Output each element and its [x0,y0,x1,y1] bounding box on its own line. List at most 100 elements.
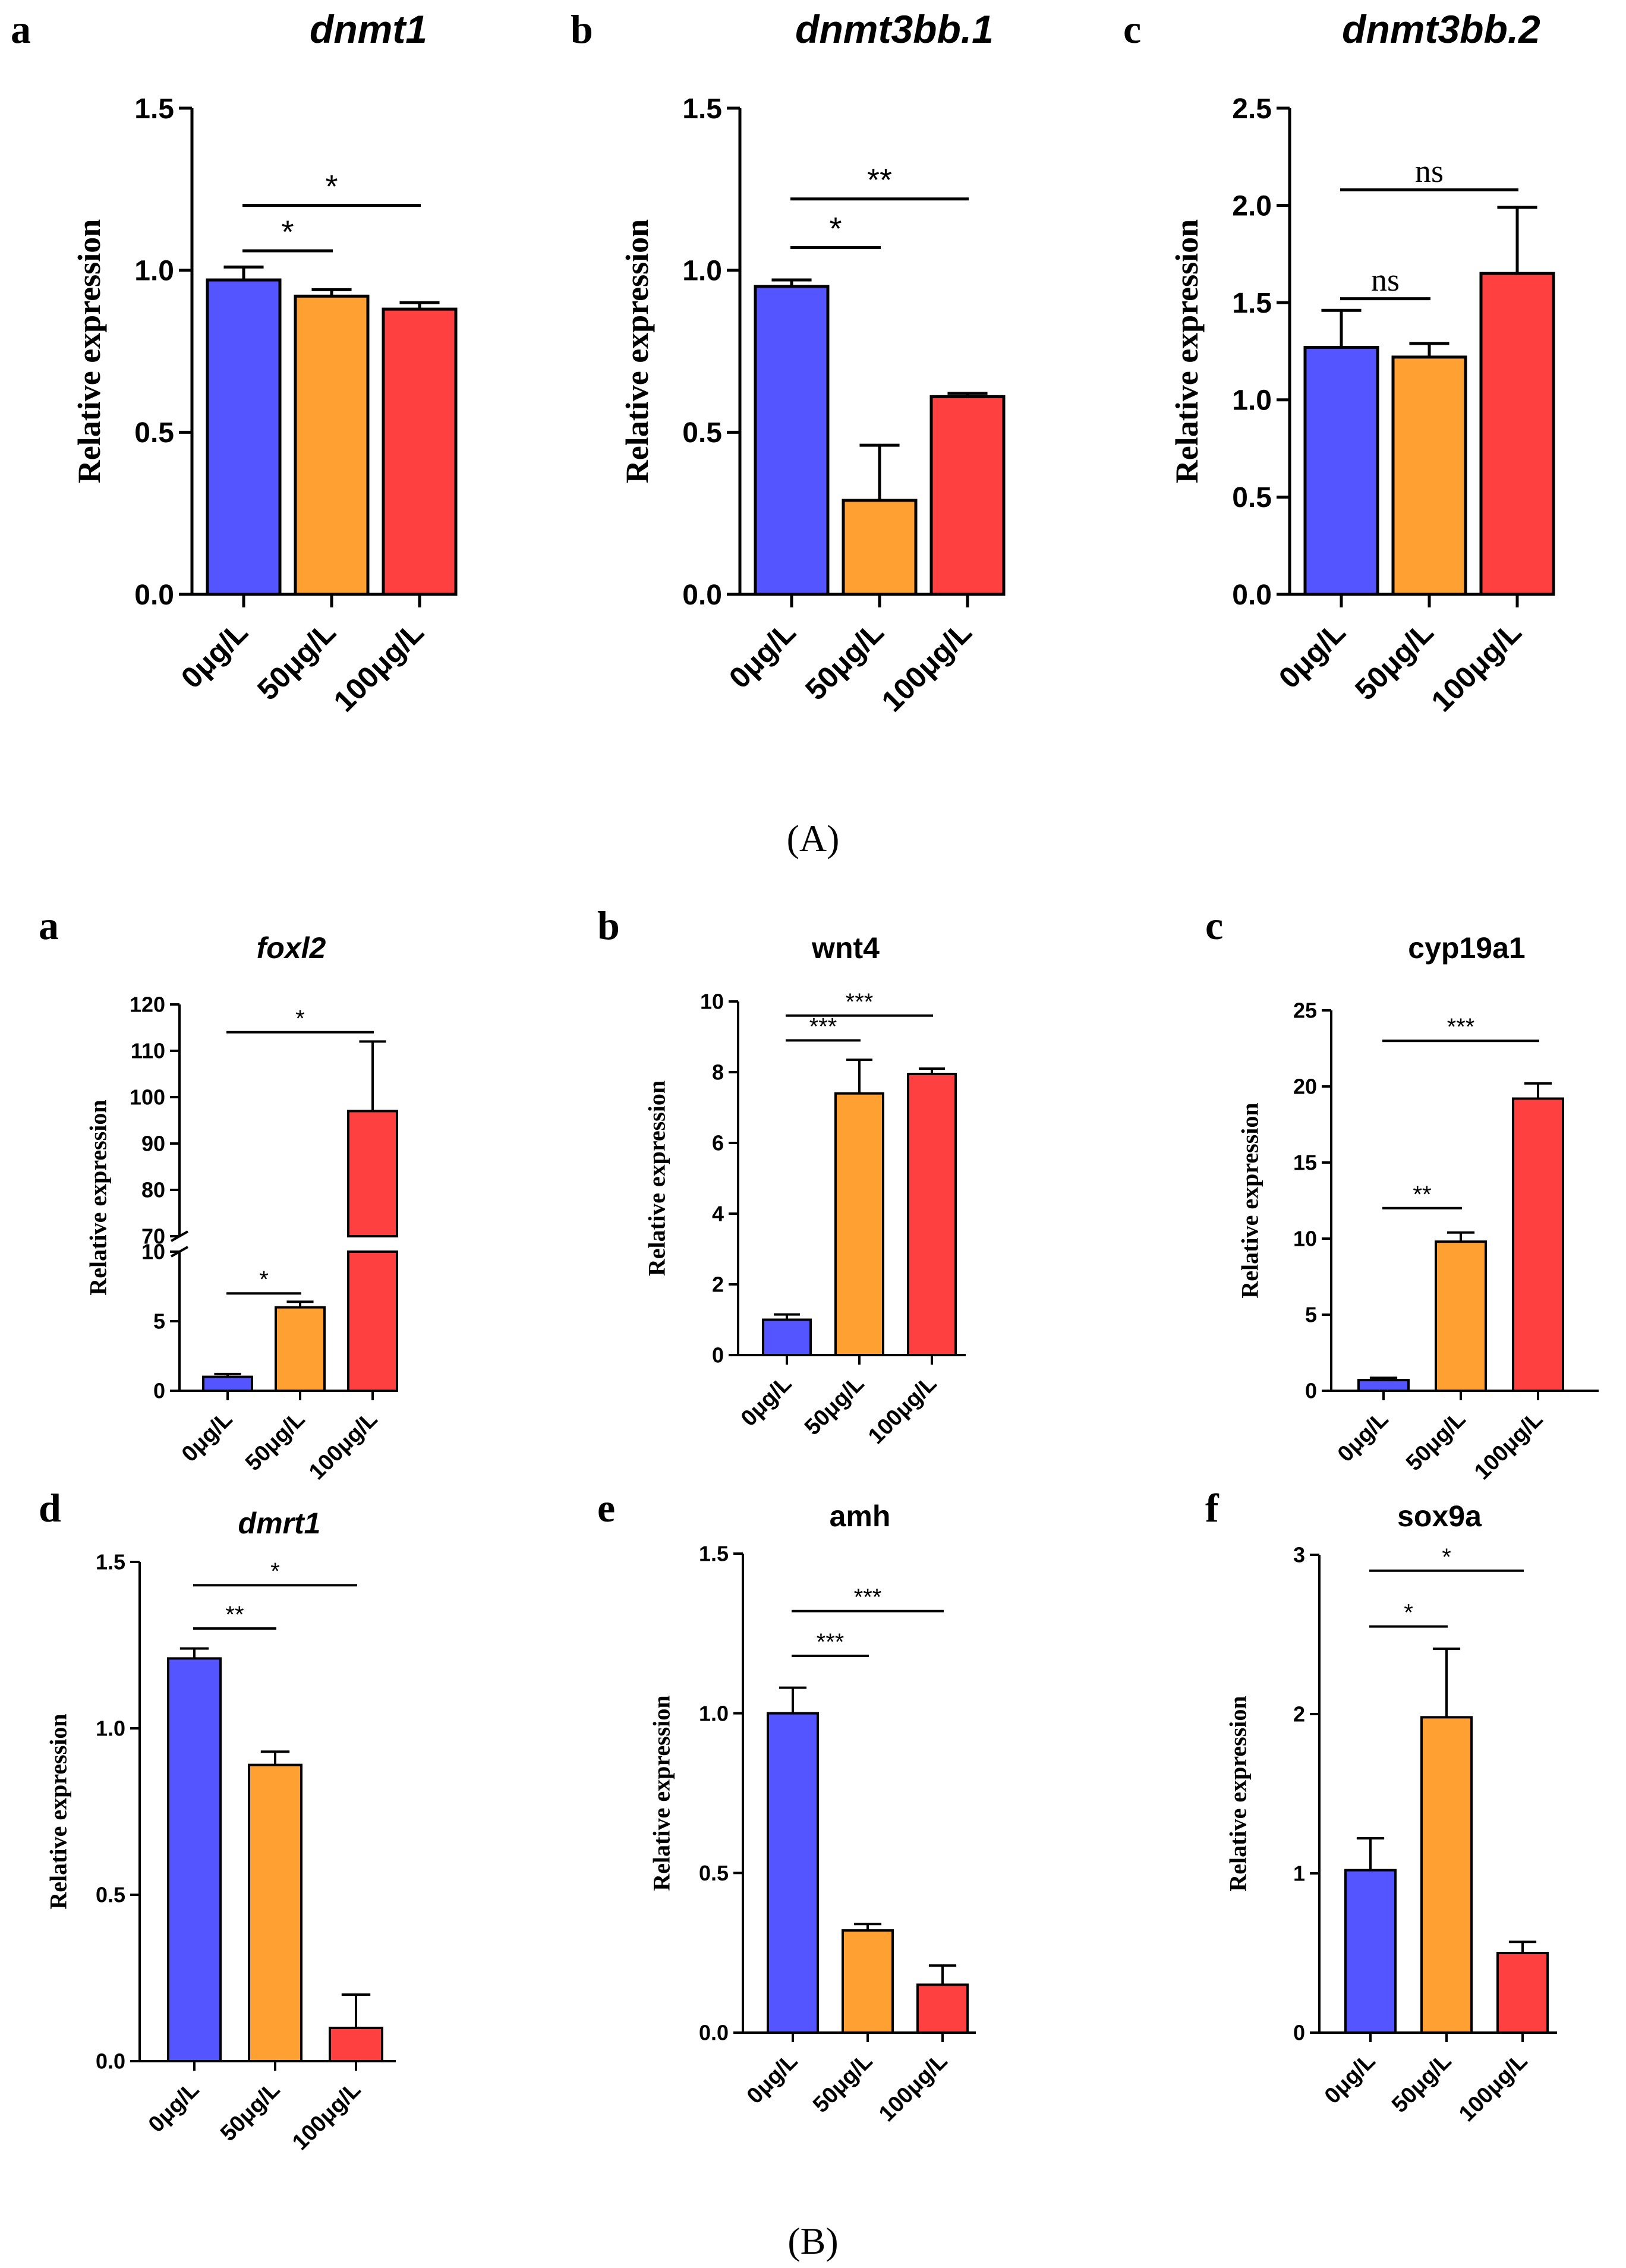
y-tick-label: 0.5 [699,1861,729,1885]
x-category-label: 50μg/L [808,2049,877,2118]
significance-label: *** [809,1013,837,1040]
bar [202,1375,253,1393]
significance-label: *** [817,1629,844,1655]
significance-label: * [270,1558,280,1585]
y-tick-label: 100 [130,1085,165,1110]
x-category-label: 100μg/L [875,615,978,718]
x-category-label: 50μg/L [241,1407,310,1476]
y-axis-label: Relative expression [71,219,107,483]
y-tick-label: 0 [1305,1379,1317,1403]
y-tick-label: 2 [712,1272,724,1297]
y-axis-label: Relative expression [84,1100,111,1295]
significance-label: *** [1447,1014,1475,1040]
x-category-label: 0μg/L [1320,2049,1380,2109]
y-tick-label: 10 [700,990,724,1014]
x-category-label: 100μg/L [1425,615,1528,718]
y-tick-label: 8 [712,1060,724,1085]
group-caption-b: (B) [787,2220,838,2262]
x-category-label: 50μg/L [1387,2049,1456,2118]
y-tick-label: 4 [712,1202,724,1226]
bar [842,1929,894,2034]
bar [167,1657,222,2062]
y-tick-label: 1.0 [1232,385,1272,417]
bar [916,1983,969,2034]
y-tick-label: 1.0 [682,255,722,286]
chart-title: foxl2 [257,931,326,965]
x-category-label: 0μg/L [736,1371,796,1431]
chart-a-c: c dnmt3bb.2 0.0 0.5 1.0 1.5 2.0 2.5 Relative exp… [1123,7,1555,718]
significance-label: * [281,214,294,250]
y-tick-label: 70 [141,1224,165,1249]
x-category-label: 0μg/L [175,615,254,695]
bar [929,395,1006,596]
bar [1512,1097,1564,1392]
chart-title: wnt4 [811,931,880,965]
y-tick-label: 0.0 [1232,579,1272,611]
y-axis-label: Relative expression [1224,1696,1251,1891]
x-category-label: 0μg/L [723,615,802,695]
y-tick-label: 1.0 [699,1701,729,1725]
bar [206,278,282,596]
panel-letter: d [39,1485,61,1530]
y-tick-label: 0.0 [96,2049,125,2074]
y-tick-label: 0.5 [1232,482,1272,514]
bar [907,1072,957,1356]
y-tick-label: 110 [131,1039,165,1063]
chart-b-e: e amh 0.0 0.5 1.0 1.5 Relative expression 0μg/L… [597,1485,976,2127]
bar [1496,1952,1549,2034]
significance-label: *** [846,989,874,1015]
y-tick-label: 10 [1293,1227,1317,1251]
y-tick-label: 2.0 [1232,190,1272,222]
bar [1435,1240,1487,1393]
bar [762,1318,812,1356]
y-tick-label: 0 [1293,2021,1305,2045]
x-category-label: 100μg/L [327,615,430,718]
x-category-label: 0μg/L [1272,615,1352,695]
significance-label: * [829,211,842,247]
y-tick-label: 1 [1293,1861,1305,1886]
bar [275,1306,326,1393]
y-tick-label: 20 [1293,1075,1317,1099]
significance-label: *** [854,1585,882,1611]
significance-label: ** [225,1602,244,1628]
chart-a-a: a dnmt1 0.0 0.5 1.0 1.5 Relative expression 0μg… [11,7,458,718]
bar [329,2027,383,2062]
y-tick-label: 0.5 [682,417,722,449]
bar [1344,1869,1397,2034]
chart-title: dnmt3bb.2 [1342,7,1540,51]
chart-b-b: b wnt4 0 2 4 6 8 10 Relative expression 0μg/L 50μg… [597,903,966,1449]
chart-title: dnmt3bb.1 [795,7,994,51]
panel-letter: c [1123,7,1141,52]
y-axis-label: Relative expression [45,1713,71,1909]
y-tick-label: 3 [1293,1543,1305,1567]
bar [834,1092,884,1356]
bar [347,1110,398,1238]
y-tick-label: 1.5 [96,1550,125,1574]
x-category-label: 0μg/L [177,1407,237,1467]
y-tick-label: 0.0 [682,579,722,611]
y-axis-label: Relative expression [1236,1102,1263,1298]
y-axis-label: Relative expression [619,219,655,483]
chart-title: cyp19a1 [1408,931,1525,965]
y-tick-label: 1.0 [134,255,174,286]
y-tick-label: 0 [153,1379,165,1403]
y-tick-label: 1.5 [1232,288,1272,319]
bar [248,1763,302,2063]
panel-letter: a [11,7,31,52]
x-category-label: 100μg/L [288,2077,365,2155]
y-tick-label: 0.5 [96,1883,125,1907]
group-caption-a: (A) [787,817,840,859]
x-category-label: 100μg/L [304,1407,382,1485]
y-tick-label: 1.5 [699,1542,729,1566]
chart-title: amh [830,1500,891,1533]
bar [1303,345,1379,596]
significance-label: * [1404,1600,1413,1626]
x-category-label: 50μg/L [1401,1407,1470,1476]
y-tick-label: 25 [1293,998,1317,1023]
x-category-label: 50μg/L [216,2077,285,2146]
panel-letter: a [39,903,59,948]
significance-label: ** [1413,1182,1431,1208]
y-tick-label: 0.0 [699,2021,729,2045]
chart-title: dnmt1 [310,7,427,51]
